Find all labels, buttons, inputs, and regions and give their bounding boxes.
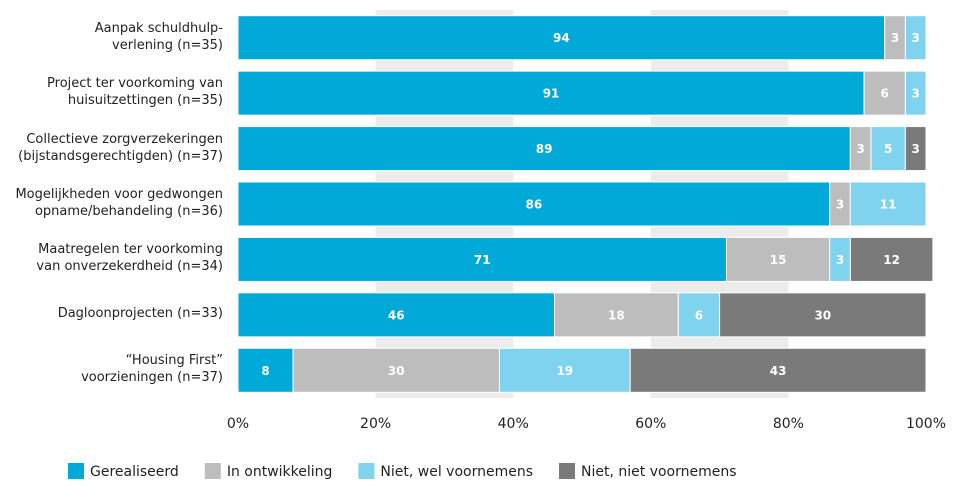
legend-label: In ontwikkeling bbox=[227, 464, 333, 480]
legend-label: Niet, niet voornemens bbox=[581, 464, 737, 480]
value-label: 3 bbox=[856, 142, 864, 156]
legend-swatch bbox=[358, 463, 375, 479]
value-label: 15 bbox=[770, 253, 787, 267]
bar-segment bbox=[498, 347, 631, 393]
value-label: 3 bbox=[912, 87, 920, 101]
bar-segment bbox=[677, 292, 721, 338]
bar-segment bbox=[904, 126, 927, 172]
bar-segment bbox=[629, 347, 927, 393]
category-label: Mogelijkheden voor gedwongen opname/beha… bbox=[15, 187, 223, 219]
value-label: 6 bbox=[881, 87, 889, 101]
bar-segment bbox=[904, 15, 927, 61]
value-label: 3 bbox=[891, 31, 899, 45]
x-tick-label: 60% bbox=[635, 416, 666, 432]
category-label: Project ter voorkoming van huisuitzettin… bbox=[47, 76, 223, 109]
legend-swatch bbox=[68, 463, 84, 479]
bar-segment bbox=[237, 15, 886, 61]
legend-label: Niet, wel voornemens bbox=[380, 464, 533, 480]
x-tick-label: 40% bbox=[498, 416, 529, 432]
bar-segment bbox=[237, 236, 727, 282]
x-tick-label: 80% bbox=[773, 416, 804, 432]
legend-label: Gerealiseerd bbox=[90, 464, 179, 480]
value-label: 94 bbox=[553, 31, 570, 45]
value-label: 5 bbox=[884, 142, 892, 156]
value-label: 89 bbox=[536, 142, 553, 156]
bar-segment bbox=[849, 236, 934, 282]
x-tick-label: 100% bbox=[906, 416, 946, 432]
bar-segment bbox=[237, 70, 865, 116]
bar-segment bbox=[292, 347, 500, 393]
value-label: 46 bbox=[388, 308, 405, 322]
bar-segment bbox=[904, 70, 927, 116]
value-label: 3 bbox=[912, 31, 920, 45]
legend-swatch bbox=[204, 463, 221, 479]
bar-segment bbox=[725, 236, 831, 282]
value-label: 3 bbox=[912, 142, 920, 156]
category-label: Collectieve zorgverzekeringen (bijstands… bbox=[18, 131, 223, 164]
bar-segment bbox=[237, 292, 555, 338]
bar-segment bbox=[237, 126, 851, 172]
legend-swatch bbox=[559, 463, 576, 479]
value-label: 18 bbox=[608, 308, 625, 322]
bar-segment bbox=[863, 70, 906, 116]
value-label: 30 bbox=[388, 364, 405, 378]
bar-segment bbox=[237, 347, 294, 393]
value-label: 43 bbox=[770, 364, 787, 378]
value-label: 6 bbox=[695, 308, 703, 322]
bar-segment bbox=[849, 181, 927, 227]
bar-segment bbox=[719, 292, 927, 338]
value-label: 19 bbox=[556, 364, 573, 378]
value-label: 86 bbox=[525, 198, 542, 212]
bar-segment bbox=[870, 126, 906, 172]
value-label: 91 bbox=[543, 87, 560, 101]
category-label: “Housing First” voorzieningen (n=37) bbox=[81, 353, 223, 386]
value-label: 30 bbox=[814, 308, 831, 322]
bar-segment bbox=[553, 292, 679, 338]
x-tick-label: 20% bbox=[360, 416, 391, 432]
category-label: Aanpak schuldhulp- verlening (n=35) bbox=[94, 20, 223, 53]
value-label: 71 bbox=[474, 253, 491, 267]
value-label: 12 bbox=[883, 253, 900, 267]
x-tick-label: 0% bbox=[227, 416, 249, 432]
value-label: 11 bbox=[880, 198, 897, 212]
bar-segment bbox=[237, 181, 831, 227]
category-label: Dagloonprojecten (n=33) bbox=[57, 306, 223, 322]
value-label: 3 bbox=[836, 198, 844, 212]
category-label: Maatregelen ter voorkoming van onverzeke… bbox=[36, 242, 223, 275]
value-label: 3 bbox=[836, 253, 844, 267]
value-label: 8 bbox=[261, 364, 269, 378]
